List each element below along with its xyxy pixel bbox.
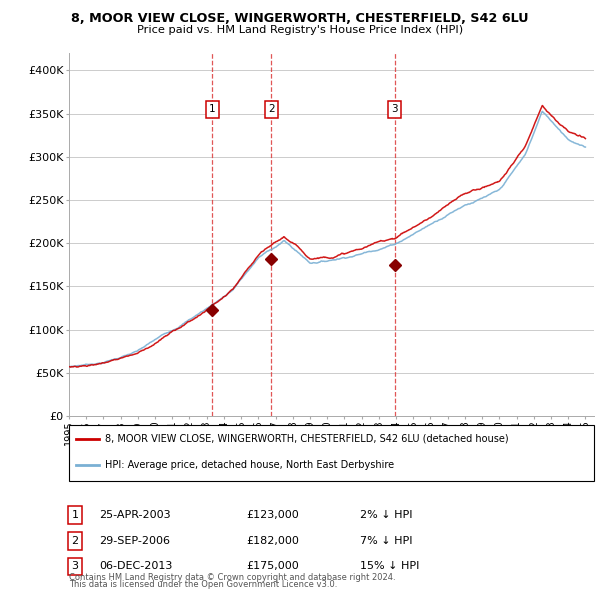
Text: 15% ↓ HPI: 15% ↓ HPI (360, 562, 419, 571)
Text: Contains HM Land Registry data © Crown copyright and database right 2024.: Contains HM Land Registry data © Crown c… (69, 573, 395, 582)
Text: 3: 3 (391, 104, 398, 114)
Text: 06-DEC-2013: 06-DEC-2013 (99, 562, 172, 571)
Text: £182,000: £182,000 (246, 536, 299, 546)
Text: HPI: Average price, detached house, North East Derbyshire: HPI: Average price, detached house, Nort… (105, 460, 394, 470)
Text: 1: 1 (209, 104, 215, 114)
Text: This data is licensed under the Open Government Licence v3.0.: This data is licensed under the Open Gov… (69, 580, 337, 589)
Text: £123,000: £123,000 (246, 510, 299, 520)
Text: 7% ↓ HPI: 7% ↓ HPI (360, 536, 413, 546)
Text: 8, MOOR VIEW CLOSE, WINGERWORTH, CHESTERFIELD, S42 6LU (detached house): 8, MOOR VIEW CLOSE, WINGERWORTH, CHESTER… (105, 434, 508, 444)
Text: 2% ↓ HPI: 2% ↓ HPI (360, 510, 413, 520)
Text: £175,000: £175,000 (246, 562, 299, 571)
FancyBboxPatch shape (69, 425, 594, 481)
Text: 8, MOOR VIEW CLOSE, WINGERWORTH, CHESTERFIELD, S42 6LU: 8, MOOR VIEW CLOSE, WINGERWORTH, CHESTER… (71, 12, 529, 25)
Text: 2: 2 (71, 536, 79, 546)
Text: 29-SEP-2006: 29-SEP-2006 (99, 536, 170, 546)
Text: 25-APR-2003: 25-APR-2003 (99, 510, 170, 520)
Text: 1: 1 (71, 510, 79, 520)
Text: Price paid vs. HM Land Registry's House Price Index (HPI): Price paid vs. HM Land Registry's House … (137, 25, 463, 35)
Text: 3: 3 (71, 562, 79, 571)
Text: 2: 2 (268, 104, 275, 114)
